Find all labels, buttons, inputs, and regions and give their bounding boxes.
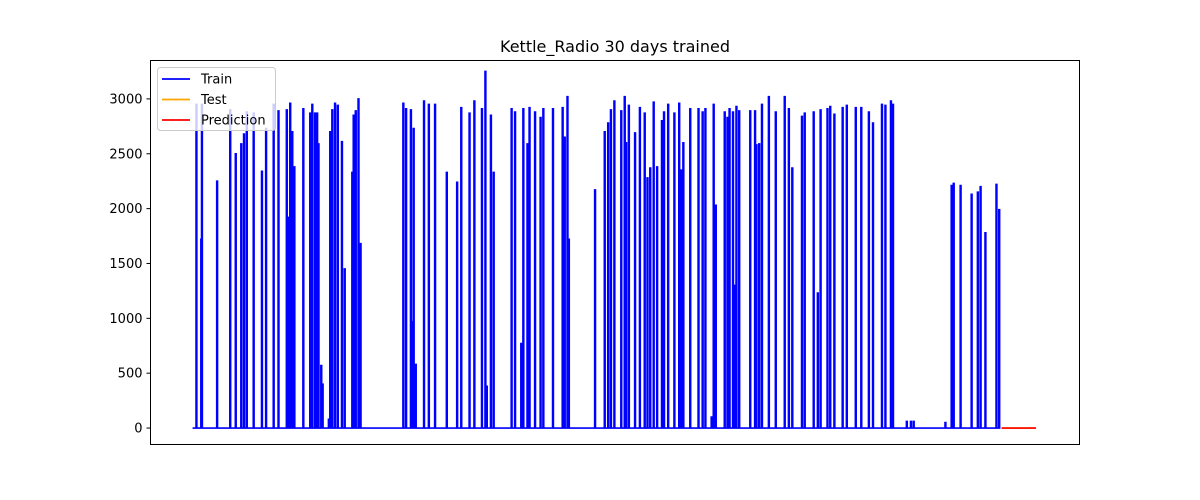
y-tick-label: 1000 <box>109 312 142 327</box>
legend-label-prediction: Prediction <box>201 114 266 129</box>
legend: Train Test Prediction <box>157 67 276 131</box>
legend-box <box>157 67 276 131</box>
plot-area <box>192 70 1037 429</box>
y-tick-label: 3000 <box>109 92 142 107</box>
axes-frame <box>150 60 1080 445</box>
y-tick-label: 1500 <box>109 257 142 272</box>
legend-label-train: Train <box>200 73 232 88</box>
chart-title: Kettle_Radio 30 days trained <box>500 37 730 57</box>
y-axis: 0 500 1000 1500 2000 2500 3000 <box>109 92 151 437</box>
y-tick-label: 0 <box>134 422 142 437</box>
legend-label-test: Test <box>200 93 227 108</box>
y-tick-label: 500 <box>118 367 143 382</box>
y-tick-label: 2000 <box>109 202 142 217</box>
series-line-train <box>192 70 1001 429</box>
y-tick-label: 2500 <box>109 147 142 162</box>
